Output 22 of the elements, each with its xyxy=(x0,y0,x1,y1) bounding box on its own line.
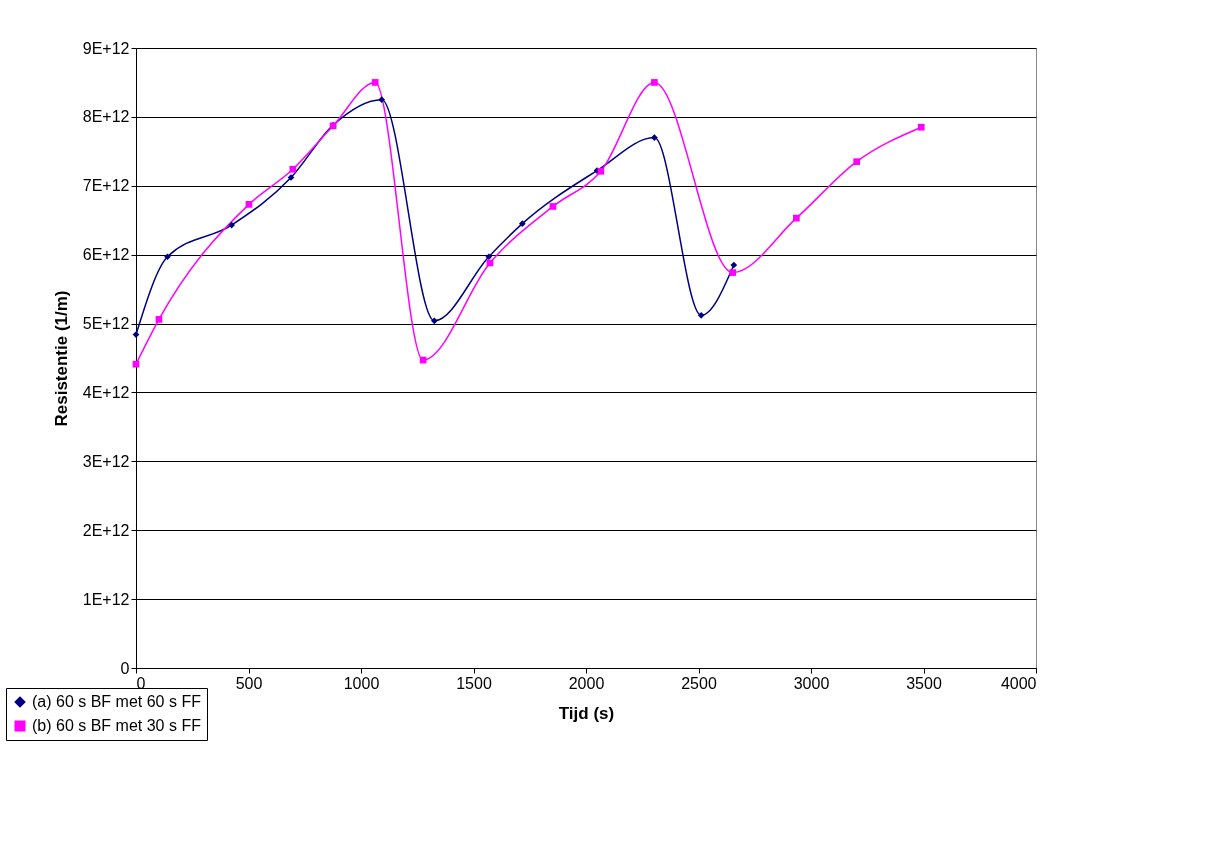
legend-label: (b) 60 s BF met 30 s FF xyxy=(32,717,202,734)
x-tick-label: 4000 xyxy=(1000,674,1037,692)
y-tick-label: 5E+12 xyxy=(82,315,130,333)
y-tick-label: 1E+12 xyxy=(82,590,130,608)
x-tick-label: 500 xyxy=(235,674,263,692)
legend-label: (a) 60 s BF met 60 s FF xyxy=(32,693,202,710)
x-tick-label: 1500 xyxy=(456,674,492,692)
y-tick-label: 0 xyxy=(120,659,130,677)
x-tick-label: 3500 xyxy=(906,674,942,692)
x-tick-label: 2500 xyxy=(681,674,717,692)
y-tick-label: 4E+12 xyxy=(82,383,130,401)
y-tick-label: 3E+12 xyxy=(82,452,130,470)
y-tick-label: 6E+12 xyxy=(82,246,130,264)
y-tick-label: 2E+12 xyxy=(82,521,130,539)
x-tick-label: 3000 xyxy=(793,674,830,692)
y-tick-label: 9E+12 xyxy=(82,39,130,57)
x-tick-label: 1000 xyxy=(343,674,380,692)
y-axis-title: Resistentie (1/m) xyxy=(51,290,71,427)
x-tick-label: 2000 xyxy=(568,674,605,692)
x-axis-title: Tijd (s) xyxy=(558,703,615,723)
y-tick-label: 8E+12 xyxy=(82,108,130,126)
y-tick-label: 7E+12 xyxy=(82,177,130,195)
